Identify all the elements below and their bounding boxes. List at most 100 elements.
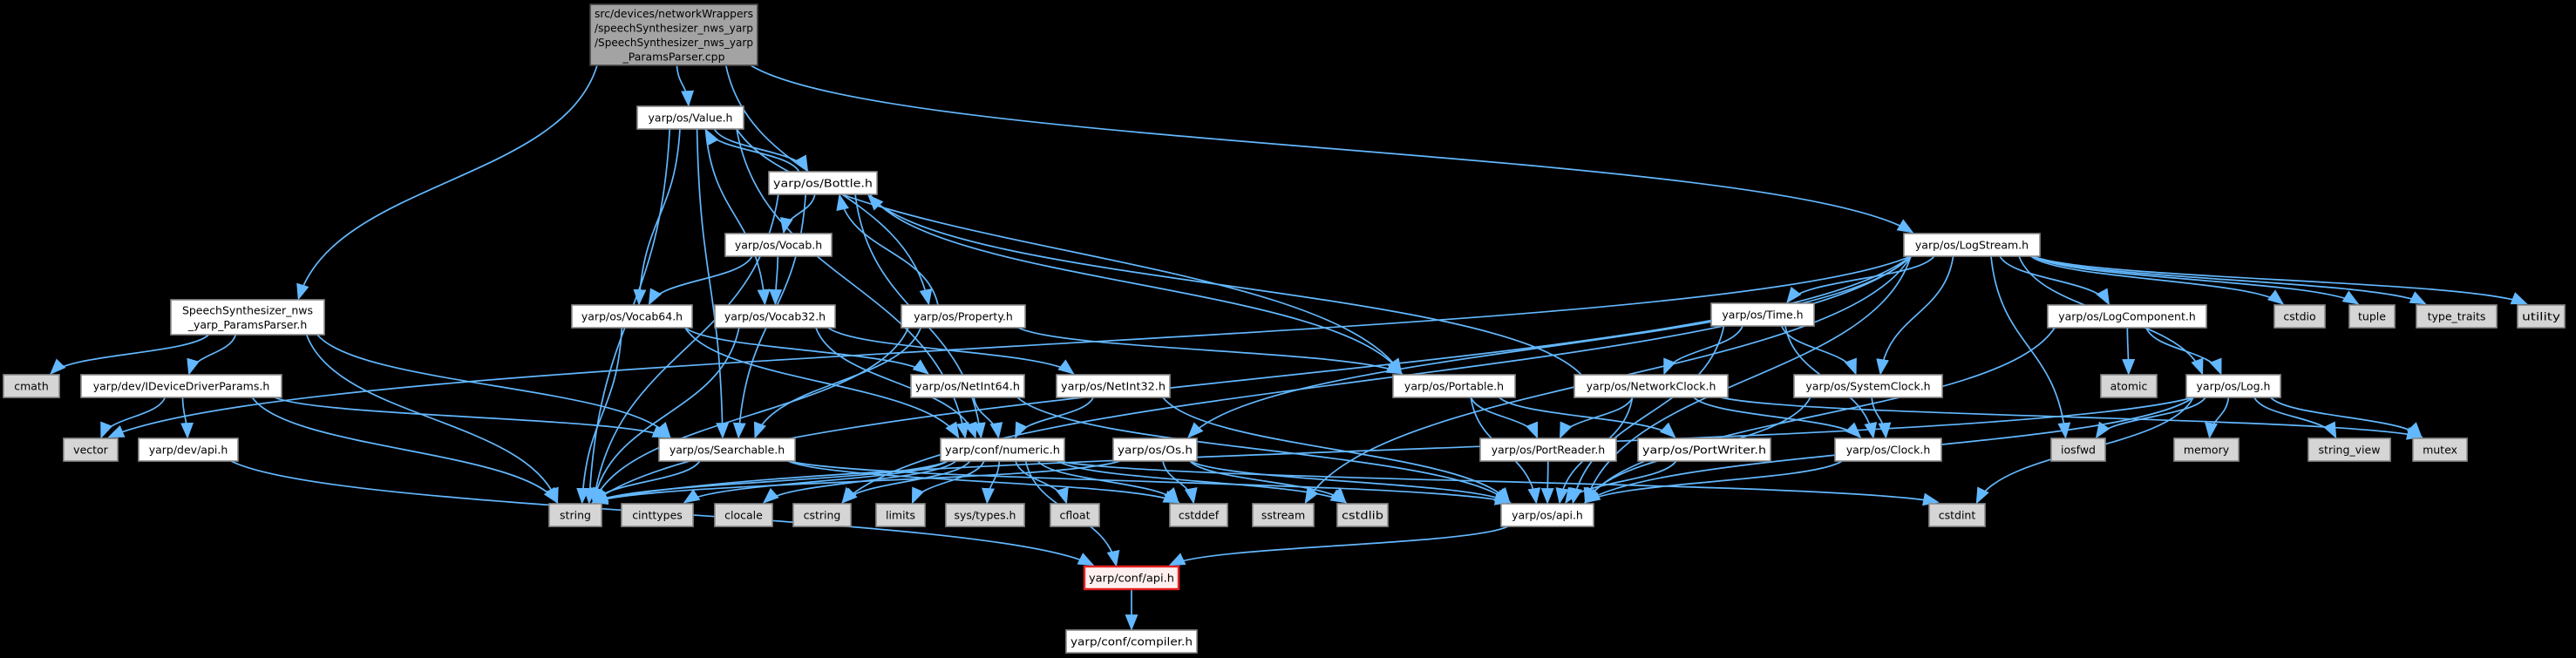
include-edge-os_h-to-cstddef: [1162, 460, 1198, 505]
graph-node-portwriter_h[interactable]: yarp/os/PortWriter.h: [1637, 438, 1771, 462]
graph-node-compiler_h[interactable]: yarp/conf/compiler.h: [1065, 629, 1198, 654]
graph-node-cinttypes[interactable]: cinttypes: [621, 503, 694, 527]
graph-node-iosfwd[interactable]: iosfwd: [2050, 438, 2106, 462]
include-edge-cpp-to-value_h: [676, 64, 695, 107]
include-edge-params_h-to-idevparams_h: [187, 334, 237, 376]
graph-node-bottle_h[interactable]: yarp/os/Bottle.h: [768, 171, 878, 195]
include-edge-idevparams_h-to-string: [251, 397, 559, 505]
include-edge-os_h-to-cstdlib: [1189, 460, 1347, 505]
graph-node-vocab64_h[interactable]: yarp/os/Vocab64.h: [571, 304, 693, 329]
include-edge-property_h-to-string: [592, 327, 909, 505]
graph-node-utility[interactable]: utility: [2517, 304, 2566, 329]
include-edge-bottle_h-to-value_h: [704, 128, 800, 173]
include-edge-property_h-to-searchable_h: [753, 327, 922, 439]
include-edge-bottle_h-to-portable_h: [869, 193, 1403, 376]
graph-node-cmath[interactable]: cmath: [3, 374, 60, 398]
include-edge-log_h-to-string: [591, 397, 2194, 505]
graph-node-params_h[interactable]: SpeechSynthesizer_nws_yarp_ParamsParser.…: [170, 299, 325, 336]
include-edge-searchable_h-to-cstddef: [787, 460, 1180, 504]
include-edge-property_h-to-bottle_h: [836, 193, 939, 306]
graph-node-devapi_h[interactable]: yarp/dev/api.h: [138, 438, 239, 462]
graph-node-sys_types[interactable]: sys/types.h: [945, 503, 1025, 527]
graph-node-atomic[interactable]: atomic: [2100, 374, 2158, 398]
graph-node-confapi_h[interactable]: yarp/conf/api.h: [1083, 565, 1180, 591]
graph-node-string_view[interactable]: string_view: [2308, 438, 2391, 462]
graph-node-cstdio[interactable]: cstdio: [2274, 304, 2326, 329]
include-edge-networkclock_h-to-bottle_h: [867, 193, 1582, 376]
graph-node-portreader_h[interactable]: yarp/os/PortReader.h: [1479, 438, 1617, 462]
include-edge-value_h-to-searchable_h: [696, 128, 730, 439]
include-edge-logstream_h-to-os_h: [1187, 255, 1912, 439]
include-edge-networkclock_h-to-mutex: [1720, 397, 2423, 440]
graph-node-systemclock_h[interactable]: yarp/os/SystemClock.h: [1793, 374, 1943, 398]
include-edge-portable_h-to-portreader_h: [1470, 397, 1539, 439]
graph-node-type_traits[interactable]: type_traits: [2416, 304, 2498, 329]
graph-node-logcomponent_h[interactable]: yarp/os/LogComponent.h: [2047, 304, 2207, 329]
graph-node-netint64_h[interactable]: yarp/os/NetInt64.h: [910, 374, 1025, 398]
graph-node-searchable_h[interactable]: yarp/os/Searchable.h: [658, 438, 796, 462]
include-edge-systemclock_h-to-clock_h: [1871, 397, 1892, 439]
graph-node-sstream[interactable]: sstream: [1252, 503, 1315, 527]
include-edge-netint32_h-to-numeric_h: [1015, 397, 1094, 439]
include-edge-networkclock_h-to-portreader_h: [1560, 397, 1634, 439]
graph-node-mutex[interactable]: mutex: [2412, 438, 2468, 462]
graph-node-property_h[interactable]: yarp/os/Property.h: [901, 304, 1026, 329]
include-edge-portable_h-to-portwriter_h: [1499, 397, 1676, 438]
include-edge-vocab32_h-to-numeric_h: [815, 327, 977, 439]
graph-node-tuple[interactable]: tuple: [2348, 304, 2396, 329]
graph-node-log_h[interactable]: yarp/os/Log.h: [2185, 374, 2281, 398]
graph-node-cstdlib[interactable]: cstdlib: [1336, 503, 1389, 527]
include-edge-logstream_h-to-cstdio: [2030, 255, 2285, 305]
graph-node-portable_h[interactable]: yarp/os/Portable.h: [1392, 374, 1516, 398]
graph-node-cstddef[interactable]: cstddef: [1169, 503, 1228, 527]
graph-node-vocab32_h[interactable]: yarp/os/Vocab32.h: [714, 304, 836, 329]
include-edge-params_h-to-cmath: [50, 334, 209, 375]
include-edge-numeric_h-to-cinttypes: [683, 460, 948, 504]
graph-node-time_h[interactable]: yarp/os/Time.h: [1710, 302, 1815, 327]
graph-node-cstdint[interactable]: cstdint: [1928, 503, 1986, 527]
graph-node-vector[interactable]: vector: [63, 438, 119, 462]
include-edge-log_h-to-mutex: [2270, 397, 2423, 439]
graph-node-limits[interactable]: limits: [875, 503, 926, 527]
graph-node-string[interactable]: string: [548, 503, 602, 527]
include-edge-value_h-to-vocab32_h: [704, 128, 771, 306]
include-edge-log_h-to-string_view: [2253, 397, 2337, 439]
graph-node-networkclock_h[interactable]: yarp/os/NetworkClock.h: [1573, 374, 1729, 398]
graph-node-numeric_h[interactable]: yarp/conf/numeric.h: [940, 438, 1065, 462]
graph-node-cfloat[interactable]: cfloat: [1050, 503, 1100, 527]
include-edge-time_h-to-osapi_h: [1569, 325, 1725, 505]
include-edge-netint32_h-to-osapi_h: [1162, 397, 1511, 505]
include-edge-portwriter_h-to-osapi_h: [1565, 460, 1677, 505]
graph-node-netint32_h[interactable]: yarp/os/NetInt32.h: [1056, 374, 1171, 398]
edges-layer: [50, 64, 2528, 631]
graph-node-vocab_h[interactable]: yarp/os/Vocab.h: [724, 233, 833, 257]
include-edge-idevparams_h-to-searchable_h: [274, 397, 669, 438]
include-edge-params_h-to-string: [305, 334, 559, 505]
include-edge-portreader_h-to-osapi_h: [1540, 460, 1554, 505]
include-edge-vocab64_h-to-numeric_h: [684, 327, 960, 439]
include-edge-logcomponent_h-to-osapi_h: [1584, 327, 2056, 505]
graph-node-value_h[interactable]: yarp/os/Value.h: [636, 105, 744, 130]
graph-node-cstring[interactable]: cstring: [792, 503, 852, 527]
graph-node-cpp[interactable]: src/devices/networkWrappers/speechSynthe…: [589, 3, 758, 66]
include-edge-logstream_h-to-utility: [2032, 255, 2528, 305]
graph-node-idevparams_h[interactable]: yarp/dev/IDeviceDriverParams.h: [80, 374, 282, 398]
include-edge-logstream_h-to-logcomponent_h: [1999, 255, 2110, 306]
graph-node-osapi_h[interactable]: yarp/os/api.h: [1500, 503, 1594, 527]
nodes-layer: src/devices/networkWrappers/speechSynthe…: [3, 3, 2566, 654]
include-edge-searchable_h-to-string: [592, 460, 701, 505]
include-edge-value_h-to-bottle_h: [713, 128, 809, 173]
graph-node-clock_h[interactable]: yarp/os/Clock.h: [1834, 438, 1942, 462]
include-edge-osapi_h-to-confapi_h: [1168, 526, 1509, 566]
include-edge-os_h-to-string: [591, 460, 1121, 505]
include-edge-vocab_h-to-vocab64_h: [648, 255, 753, 306]
include-edge-time_h-to-networkclock_h: [1663, 325, 1743, 376]
graph-node-clocale[interactable]: clocale: [714, 503, 773, 527]
graph-node-os_h[interactable]: yarp/os/Os.h: [1112, 438, 1198, 462]
graph-node-memory[interactable]: memory: [2173, 438, 2240, 462]
include-edge-vocab_h-to-vocab32_h: [769, 255, 783, 306]
include-edge-property_h-to-portable_h: [1017, 327, 1404, 375]
include-edge-idevparams_h-to-vector: [100, 397, 167, 439]
graph-node-logstream_h[interactable]: yarp/os/LogStream.h: [1903, 233, 2041, 257]
